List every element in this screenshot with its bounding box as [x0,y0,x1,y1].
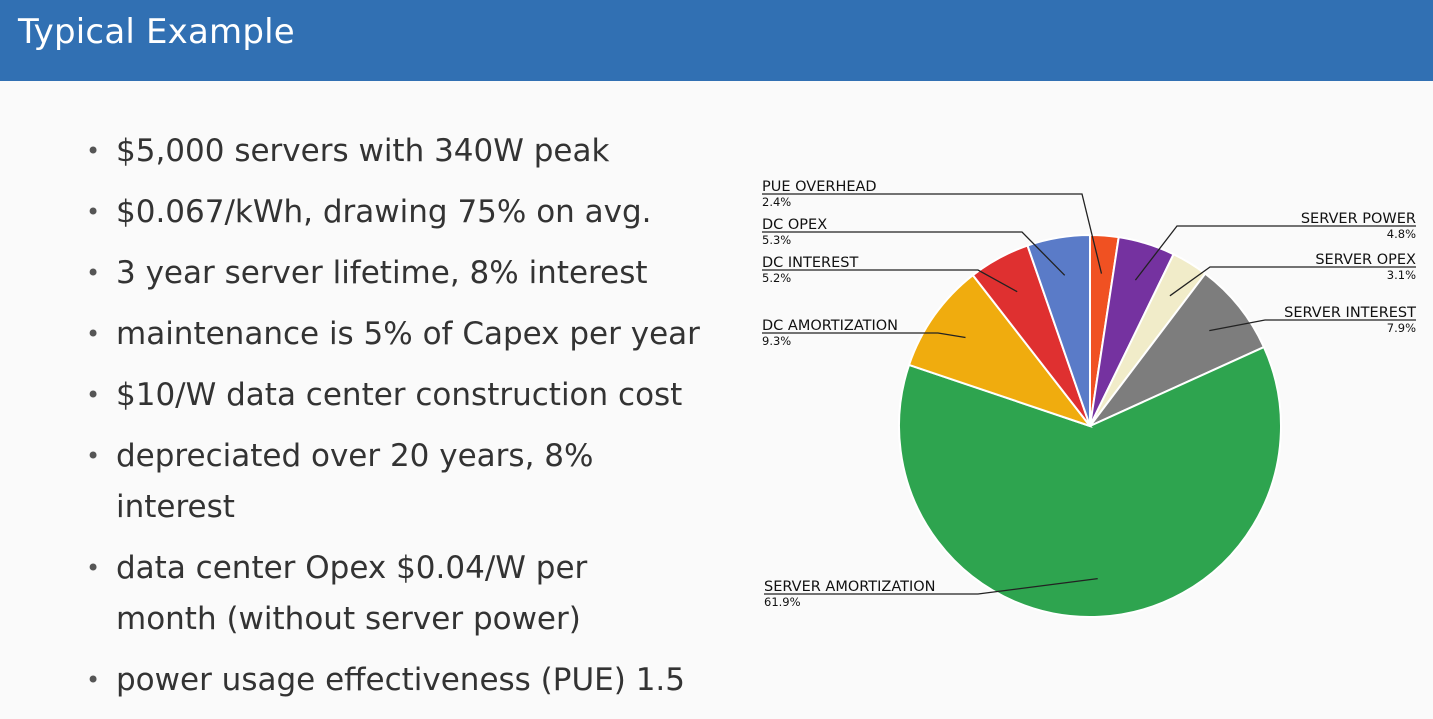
slice-label: SERVER POWER [1301,211,1416,227]
bullet-item: 3 year server lifetime, 8% interest [86,248,726,299]
leader-line [762,269,1018,293]
leader-line [1209,319,1416,332]
leader-line [1169,266,1416,297]
slice-label: SERVER OPEX [1315,252,1416,268]
slice-value-label: 9.3% [762,334,791,348]
slice-label: DC INTEREST [762,255,858,271]
slice-label: PUE OVERHEAD [762,179,877,195]
pie-slice-dc-amortization [907,273,1093,429]
slice-label: SERVER INTEREST [1284,305,1416,321]
bullet-list: $5,000 servers with 340W peak $0.067/kWh… [86,126,726,716]
slice-value-label: 3.1% [1387,268,1416,282]
slice-value-label: 4.8% [1387,227,1416,241]
slice-label: DC OPEX [762,217,827,233]
bullet-item: maintenance is 5% of Capex per year [86,309,726,360]
leader-line [762,193,1103,274]
leader-line [764,577,1098,595]
bullet-item: $10/W data center construction cost [86,370,726,421]
bullet-item: data center Opex $0.04/W per month (with… [86,543,636,645]
slice-value-label: 7.9% [1387,321,1416,335]
bullet-item: depreciated over 20 years, 8% interest [86,431,636,533]
bullet-item: power usage effectiveness (PUE) 1.5 [86,655,726,706]
leader-line [762,231,1066,276]
pie-slice-dc-opex [1026,233,1091,427]
leader-line [1134,225,1416,281]
slice-label: DC AMORTIZATION [762,318,898,334]
slice-value-label: 2.4% [762,195,791,209]
slide-header: Typical Example [0,0,1433,81]
slice-value-label: 5.3% [762,233,791,247]
slice-value-label: 5.2% [762,271,791,285]
pie-slice-server-interest [1089,272,1266,427]
leader-line [762,332,966,339]
slide-title: Typical Example [18,12,295,52]
slice-label: SERVER AMORTIZATION [764,579,936,595]
slice-value-label: 61.9% [764,595,801,609]
bullet-item: $5,000 servers with 340W peak [86,126,726,177]
pie-slice-server-amortization [898,345,1282,618]
bullet-item: $0.067/kWh, drawing 75% on avg. [86,187,726,238]
